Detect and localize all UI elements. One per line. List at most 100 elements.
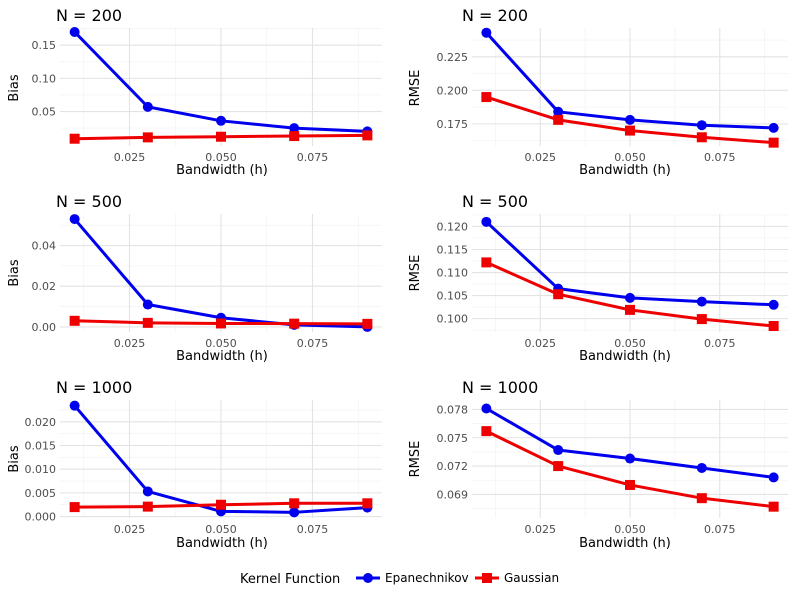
y-tick-label: 0.05: [32, 106, 57, 119]
point-epanechnikov: [696, 296, 707, 307]
y-tick-label: 0.075: [437, 432, 469, 445]
panel-1: 0.025 0.050 0.075 0.05 0.10 0.15 N = 200 Bandwi…: [7, 6, 382, 178]
panel-title: N = 1000: [56, 378, 132, 397]
point-epanechnikov: [696, 462, 707, 473]
x-tick-label: 0.025: [114, 337, 146, 350]
x-tick-label: 0.075: [704, 151, 736, 164]
point-epanechnikov: [216, 115, 226, 126]
point-epanechnikov: [289, 123, 300, 134]
point-gaussian: [216, 318, 226, 329]
legend-title: Kernel Function: [240, 572, 340, 587]
y-tick-label: 0.15: [32, 39, 57, 52]
x-axis-label: Bandwidth (h): [176, 349, 268, 364]
point-gaussian: [696, 493, 707, 504]
y-tick-label: 0.069: [437, 488, 469, 501]
legend: Kernel Function Epanechnikov Gaussian: [240, 571, 559, 587]
legend-marker-gaussian: [482, 573, 492, 583]
point-gaussian: [69, 133, 80, 144]
panel-2: 0.025 0.050 0.075 0.175 0.200 0.225 N = 200 Ban…: [408, 6, 788, 178]
point-epanechnikov: [142, 299, 153, 310]
legend-marker-epanechnikov: [363, 573, 373, 583]
y-tick-label: 0.010: [25, 463, 57, 476]
point-gaussian: [289, 318, 300, 329]
point-epanechnikov: [69, 400, 80, 411]
y-axis-label: Bias: [7, 445, 22, 472]
panels: 0.025 0.050 0.075 0.05 0.10 0.15 N = 200 Bandwi…: [7, 6, 788, 551]
point-gaussian: [142, 501, 153, 512]
y-tick-label: 0.078: [437, 403, 469, 416]
point-epanechnikov: [625, 453, 635, 464]
point-gaussian: [69, 315, 80, 326]
x-axis-label: Bandwidth (h): [176, 536, 268, 551]
point-gaussian: [142, 317, 153, 328]
point-epanechnikov: [625, 114, 635, 125]
point-gaussian: [553, 289, 564, 300]
y-tick-label: 0.00: [32, 321, 57, 334]
point-epanechnikov: [625, 292, 635, 303]
point-gaussian: [625, 304, 635, 315]
panel-6: 0.025 0.050 0.075 0.069 0.072 0.075 0.078 N = 1…: [408, 378, 788, 551]
x-tick-label: 0.025: [524, 151, 556, 164]
point-gaussian: [289, 498, 300, 509]
y-tick-label: 0.110: [437, 267, 469, 280]
x-tick-label: 0.050: [614, 151, 646, 164]
point-gaussian: [768, 321, 779, 332]
x-axis-label: Bandwidth (h): [579, 349, 671, 364]
y-tick-label: 0.105: [437, 290, 469, 303]
x-tick-label: 0.075: [704, 337, 736, 350]
x-tick-label: 0.050: [614, 337, 646, 350]
x-tick-label: 0.025: [114, 151, 146, 164]
y-tick-label: 0.100: [437, 313, 469, 326]
point-epanechnikov: [289, 507, 300, 518]
point-epanechnikov: [768, 299, 779, 310]
point-gaussian: [362, 130, 373, 141]
panel-4: 0.025 0.050 0.075 0.100 0.105 0.110 0.115 0.120…: [408, 192, 788, 364]
point-gaussian: [696, 314, 707, 325]
y-axis-label: RMSE: [408, 441, 423, 478]
x-tick-label: 0.075: [297, 337, 329, 350]
x-tick-label: 0.050: [205, 523, 237, 536]
point-epanechnikov: [69, 26, 80, 37]
y-axis-label: RMSE: [408, 70, 423, 107]
panel-title: N = 1000: [462, 378, 538, 397]
point-epanechnikov: [481, 216, 492, 227]
point-gaussian: [625, 125, 635, 136]
panel-title: N = 200: [462, 6, 528, 25]
point-gaussian: [481, 92, 492, 103]
y-tick-label: 0.225: [437, 51, 469, 64]
y-tick-label: 0.015: [25, 439, 57, 452]
x-tick-label: 0.025: [524, 523, 556, 536]
y-axis-label: Bias: [7, 259, 22, 286]
x-axis-label: Bandwidth (h): [176, 163, 268, 178]
point-gaussian: [481, 257, 492, 268]
x-tick-label: 0.050: [205, 337, 237, 350]
point-gaussian: [216, 499, 226, 510]
point-epanechnikov: [142, 101, 153, 112]
y-axis-label: Bias: [7, 74, 22, 101]
y-axis-label: RMSE: [408, 255, 423, 292]
point-gaussian: [362, 318, 373, 329]
panel-title: N = 500: [462, 192, 528, 211]
point-epanechnikov: [768, 122, 779, 133]
y-tick-label: 0.120: [437, 220, 469, 233]
x-tick-label: 0.075: [704, 523, 736, 536]
panel-title: N = 500: [56, 192, 122, 211]
y-tick-label: 0.10: [32, 72, 57, 85]
point-gaussian: [625, 479, 635, 490]
point-epanechnikov: [768, 472, 779, 483]
y-tick-label: 0.072: [437, 460, 469, 473]
point-epanechnikov: [69, 214, 80, 225]
point-gaussian: [553, 461, 564, 472]
point-epanechnikov: [553, 106, 564, 117]
point-epanechnikov: [696, 120, 707, 131]
x-tick-label: 0.025: [524, 337, 556, 350]
y-tick-label: 0.04: [32, 240, 57, 253]
point-gaussian: [216, 131, 226, 142]
y-tick-label: 0.000: [25, 511, 57, 524]
point-epanechnikov: [481, 403, 492, 414]
x-tick-label: 0.050: [205, 151, 237, 164]
legend-label-epanechnikov: Epanechnikov: [385, 571, 469, 585]
y-tick-label: 0.02: [32, 280, 57, 293]
x-tick-label: 0.075: [297, 151, 329, 164]
